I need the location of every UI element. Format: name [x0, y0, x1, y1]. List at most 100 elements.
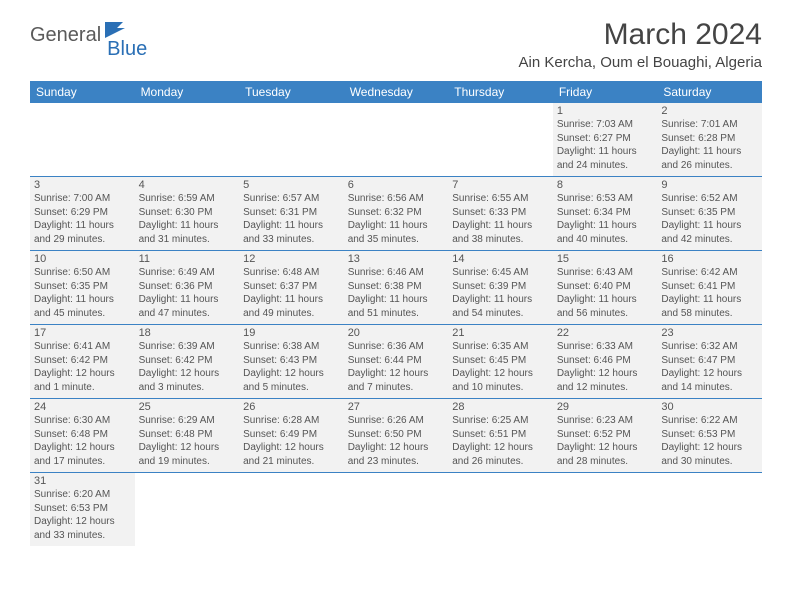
day-number: 9: [661, 179, 758, 191]
daylight-line: Daylight: 11 hours and 49 minutes.: [243, 293, 340, 320]
day-number: 29: [557, 401, 654, 413]
daylight-line: Daylight: 11 hours and 54 minutes.: [452, 293, 549, 320]
sunset-line: Sunset: 6:28 PM: [661, 132, 758, 146]
day-number: 21: [452, 327, 549, 339]
sunrise-line: Sunrise: 6:29 AM: [139, 414, 236, 428]
day-number: 10: [34, 253, 131, 265]
sunset-line: Sunset: 6:53 PM: [661, 428, 758, 442]
weekday-header: Saturday: [657, 81, 762, 103]
day-number: 25: [139, 401, 236, 413]
sunrise-line: Sunrise: 6:20 AM: [34, 488, 131, 502]
calendar-day-cell: 4Sunrise: 6:59 AMSunset: 6:30 PMDaylight…: [135, 177, 240, 251]
daylight-line: Daylight: 11 hours and 35 minutes.: [348, 219, 445, 246]
sunset-line: Sunset: 6:36 PM: [139, 280, 236, 294]
sunset-line: Sunset: 6:40 PM: [557, 280, 654, 294]
calendar-empty-cell: [135, 103, 240, 177]
sunset-line: Sunset: 6:48 PM: [139, 428, 236, 442]
day-info: Sunrise: 6:43 AMSunset: 6:40 PMDaylight:…: [557, 266, 654, 320]
sunset-line: Sunset: 6:45 PM: [452, 354, 549, 368]
daylight-line: Daylight: 12 hours and 7 minutes.: [348, 367, 445, 394]
sunrise-line: Sunrise: 6:56 AM: [348, 192, 445, 206]
daylight-line: Daylight: 12 hours and 12 minutes.: [557, 367, 654, 394]
day-info: Sunrise: 6:48 AMSunset: 6:37 PMDaylight:…: [243, 266, 340, 320]
sunrise-line: Sunrise: 6:46 AM: [348, 266, 445, 280]
sunset-line: Sunset: 6:41 PM: [661, 280, 758, 294]
sunrise-line: Sunrise: 6:43 AM: [557, 266, 654, 280]
day-number: 11: [139, 253, 236, 265]
sunrise-line: Sunrise: 6:45 AM: [452, 266, 549, 280]
daylight-line: Daylight: 12 hours and 17 minutes.: [34, 441, 131, 468]
day-number: 19: [243, 327, 340, 339]
sunrise-line: Sunrise: 6:38 AM: [243, 340, 340, 354]
daylight-line: Daylight: 11 hours and 58 minutes.: [661, 293, 758, 320]
calendar-week-row: 24Sunrise: 6:30 AMSunset: 6:48 PMDayligh…: [30, 399, 762, 473]
calendar-week-row: 17Sunrise: 6:41 AMSunset: 6:42 PMDayligh…: [30, 325, 762, 399]
sunrise-line: Sunrise: 6:48 AM: [243, 266, 340, 280]
sunrise-line: Sunrise: 6:25 AM: [452, 414, 549, 428]
calendar-day-cell: 20Sunrise: 6:36 AMSunset: 6:44 PMDayligh…: [344, 325, 449, 399]
calendar-day-cell: 6Sunrise: 6:56 AMSunset: 6:32 PMDaylight…: [344, 177, 449, 251]
sunset-line: Sunset: 6:38 PM: [348, 280, 445, 294]
day-number: 16: [661, 253, 758, 265]
calendar-day-cell: 11Sunrise: 6:49 AMSunset: 6:36 PMDayligh…: [135, 251, 240, 325]
daylight-line: Daylight: 11 hours and 24 minutes.: [557, 145, 654, 172]
calendar-day-cell: 2Sunrise: 7:01 AMSunset: 6:28 PMDaylight…: [657, 103, 762, 177]
day-number: 5: [243, 179, 340, 191]
day-number: 1: [557, 105, 654, 117]
location-subtitle: Ain Kercha, Oum el Bouaghi, Algeria: [519, 54, 762, 71]
brand-part-1: General: [30, 24, 101, 47]
calendar-day-cell: 27Sunrise: 6:26 AMSunset: 6:50 PMDayligh…: [344, 399, 449, 473]
day-number: 7: [452, 179, 549, 191]
calendar-empty-cell: [239, 473, 344, 547]
calendar-page: General Blue March 2024 Ain Kercha, Oum …: [0, 0, 792, 556]
sunset-line: Sunset: 6:44 PM: [348, 354, 445, 368]
day-number: 23: [661, 327, 758, 339]
daylight-line: Daylight: 12 hours and 14 minutes.: [661, 367, 758, 394]
day-info: Sunrise: 7:03 AMSunset: 6:27 PMDaylight:…: [557, 118, 654, 172]
sunset-line: Sunset: 6:42 PM: [34, 354, 131, 368]
brand-part-2: Blue: [107, 38, 147, 61]
daylight-line: Daylight: 11 hours and 51 minutes.: [348, 293, 445, 320]
daylight-line: Daylight: 11 hours and 38 minutes.: [452, 219, 549, 246]
day-number: 20: [348, 327, 445, 339]
daylight-line: Daylight: 12 hours and 5 minutes.: [243, 367, 340, 394]
day-info: Sunrise: 6:29 AMSunset: 6:48 PMDaylight:…: [139, 414, 236, 468]
daylight-line: Daylight: 12 hours and 23 minutes.: [348, 441, 445, 468]
day-info: Sunrise: 6:55 AMSunset: 6:33 PMDaylight:…: [452, 192, 549, 246]
day-number: 28: [452, 401, 549, 413]
day-number: 18: [139, 327, 236, 339]
calendar-week-row: 3Sunrise: 7:00 AMSunset: 6:29 PMDaylight…: [30, 177, 762, 251]
calendar-week-row: 1Sunrise: 7:03 AMSunset: 6:27 PMDaylight…: [30, 103, 762, 177]
sunrise-line: Sunrise: 6:42 AM: [661, 266, 758, 280]
day-number: 8: [557, 179, 654, 191]
sunrise-line: Sunrise: 6:26 AM: [348, 414, 445, 428]
weekday-header-row: SundayMondayTuesdayWednesdayThursdayFrid…: [30, 81, 762, 103]
sunrise-line: Sunrise: 6:30 AM: [34, 414, 131, 428]
daylight-line: Daylight: 12 hours and 30 minutes.: [661, 441, 758, 468]
sunrise-line: Sunrise: 6:32 AM: [661, 340, 758, 354]
calendar-day-cell: 31Sunrise: 6:20 AMSunset: 6:53 PMDayligh…: [30, 473, 135, 547]
day-info: Sunrise: 6:59 AMSunset: 6:30 PMDaylight:…: [139, 192, 236, 246]
sunrise-line: Sunrise: 7:03 AM: [557, 118, 654, 132]
day-info: Sunrise: 6:38 AMSunset: 6:43 PMDaylight:…: [243, 340, 340, 394]
calendar-day-cell: 17Sunrise: 6:41 AMSunset: 6:42 PMDayligh…: [30, 325, 135, 399]
day-number: 6: [348, 179, 445, 191]
sunset-line: Sunset: 6:48 PM: [34, 428, 131, 442]
calendar-day-cell: 10Sunrise: 6:50 AMSunset: 6:35 PMDayligh…: [30, 251, 135, 325]
day-number: 30: [661, 401, 758, 413]
sunrise-line: Sunrise: 6:36 AM: [348, 340, 445, 354]
calendar-empty-cell: [448, 473, 553, 547]
day-number: 2: [661, 105, 758, 117]
calendar-day-cell: 24Sunrise: 6:30 AMSunset: 6:48 PMDayligh…: [30, 399, 135, 473]
sunrise-line: Sunrise: 6:59 AM: [139, 192, 236, 206]
weekday-header: Monday: [135, 81, 240, 103]
sunrise-line: Sunrise: 6:57 AM: [243, 192, 340, 206]
calendar-day-cell: 7Sunrise: 6:55 AMSunset: 6:33 PMDaylight…: [448, 177, 553, 251]
daylight-line: Daylight: 11 hours and 47 minutes.: [139, 293, 236, 320]
daylight-line: Daylight: 11 hours and 45 minutes.: [34, 293, 131, 320]
sunrise-line: Sunrise: 6:50 AM: [34, 266, 131, 280]
day-info: Sunrise: 6:28 AMSunset: 6:49 PMDaylight:…: [243, 414, 340, 468]
day-number: 4: [139, 179, 236, 191]
sunset-line: Sunset: 6:46 PM: [557, 354, 654, 368]
sunset-line: Sunset: 6:49 PM: [243, 428, 340, 442]
